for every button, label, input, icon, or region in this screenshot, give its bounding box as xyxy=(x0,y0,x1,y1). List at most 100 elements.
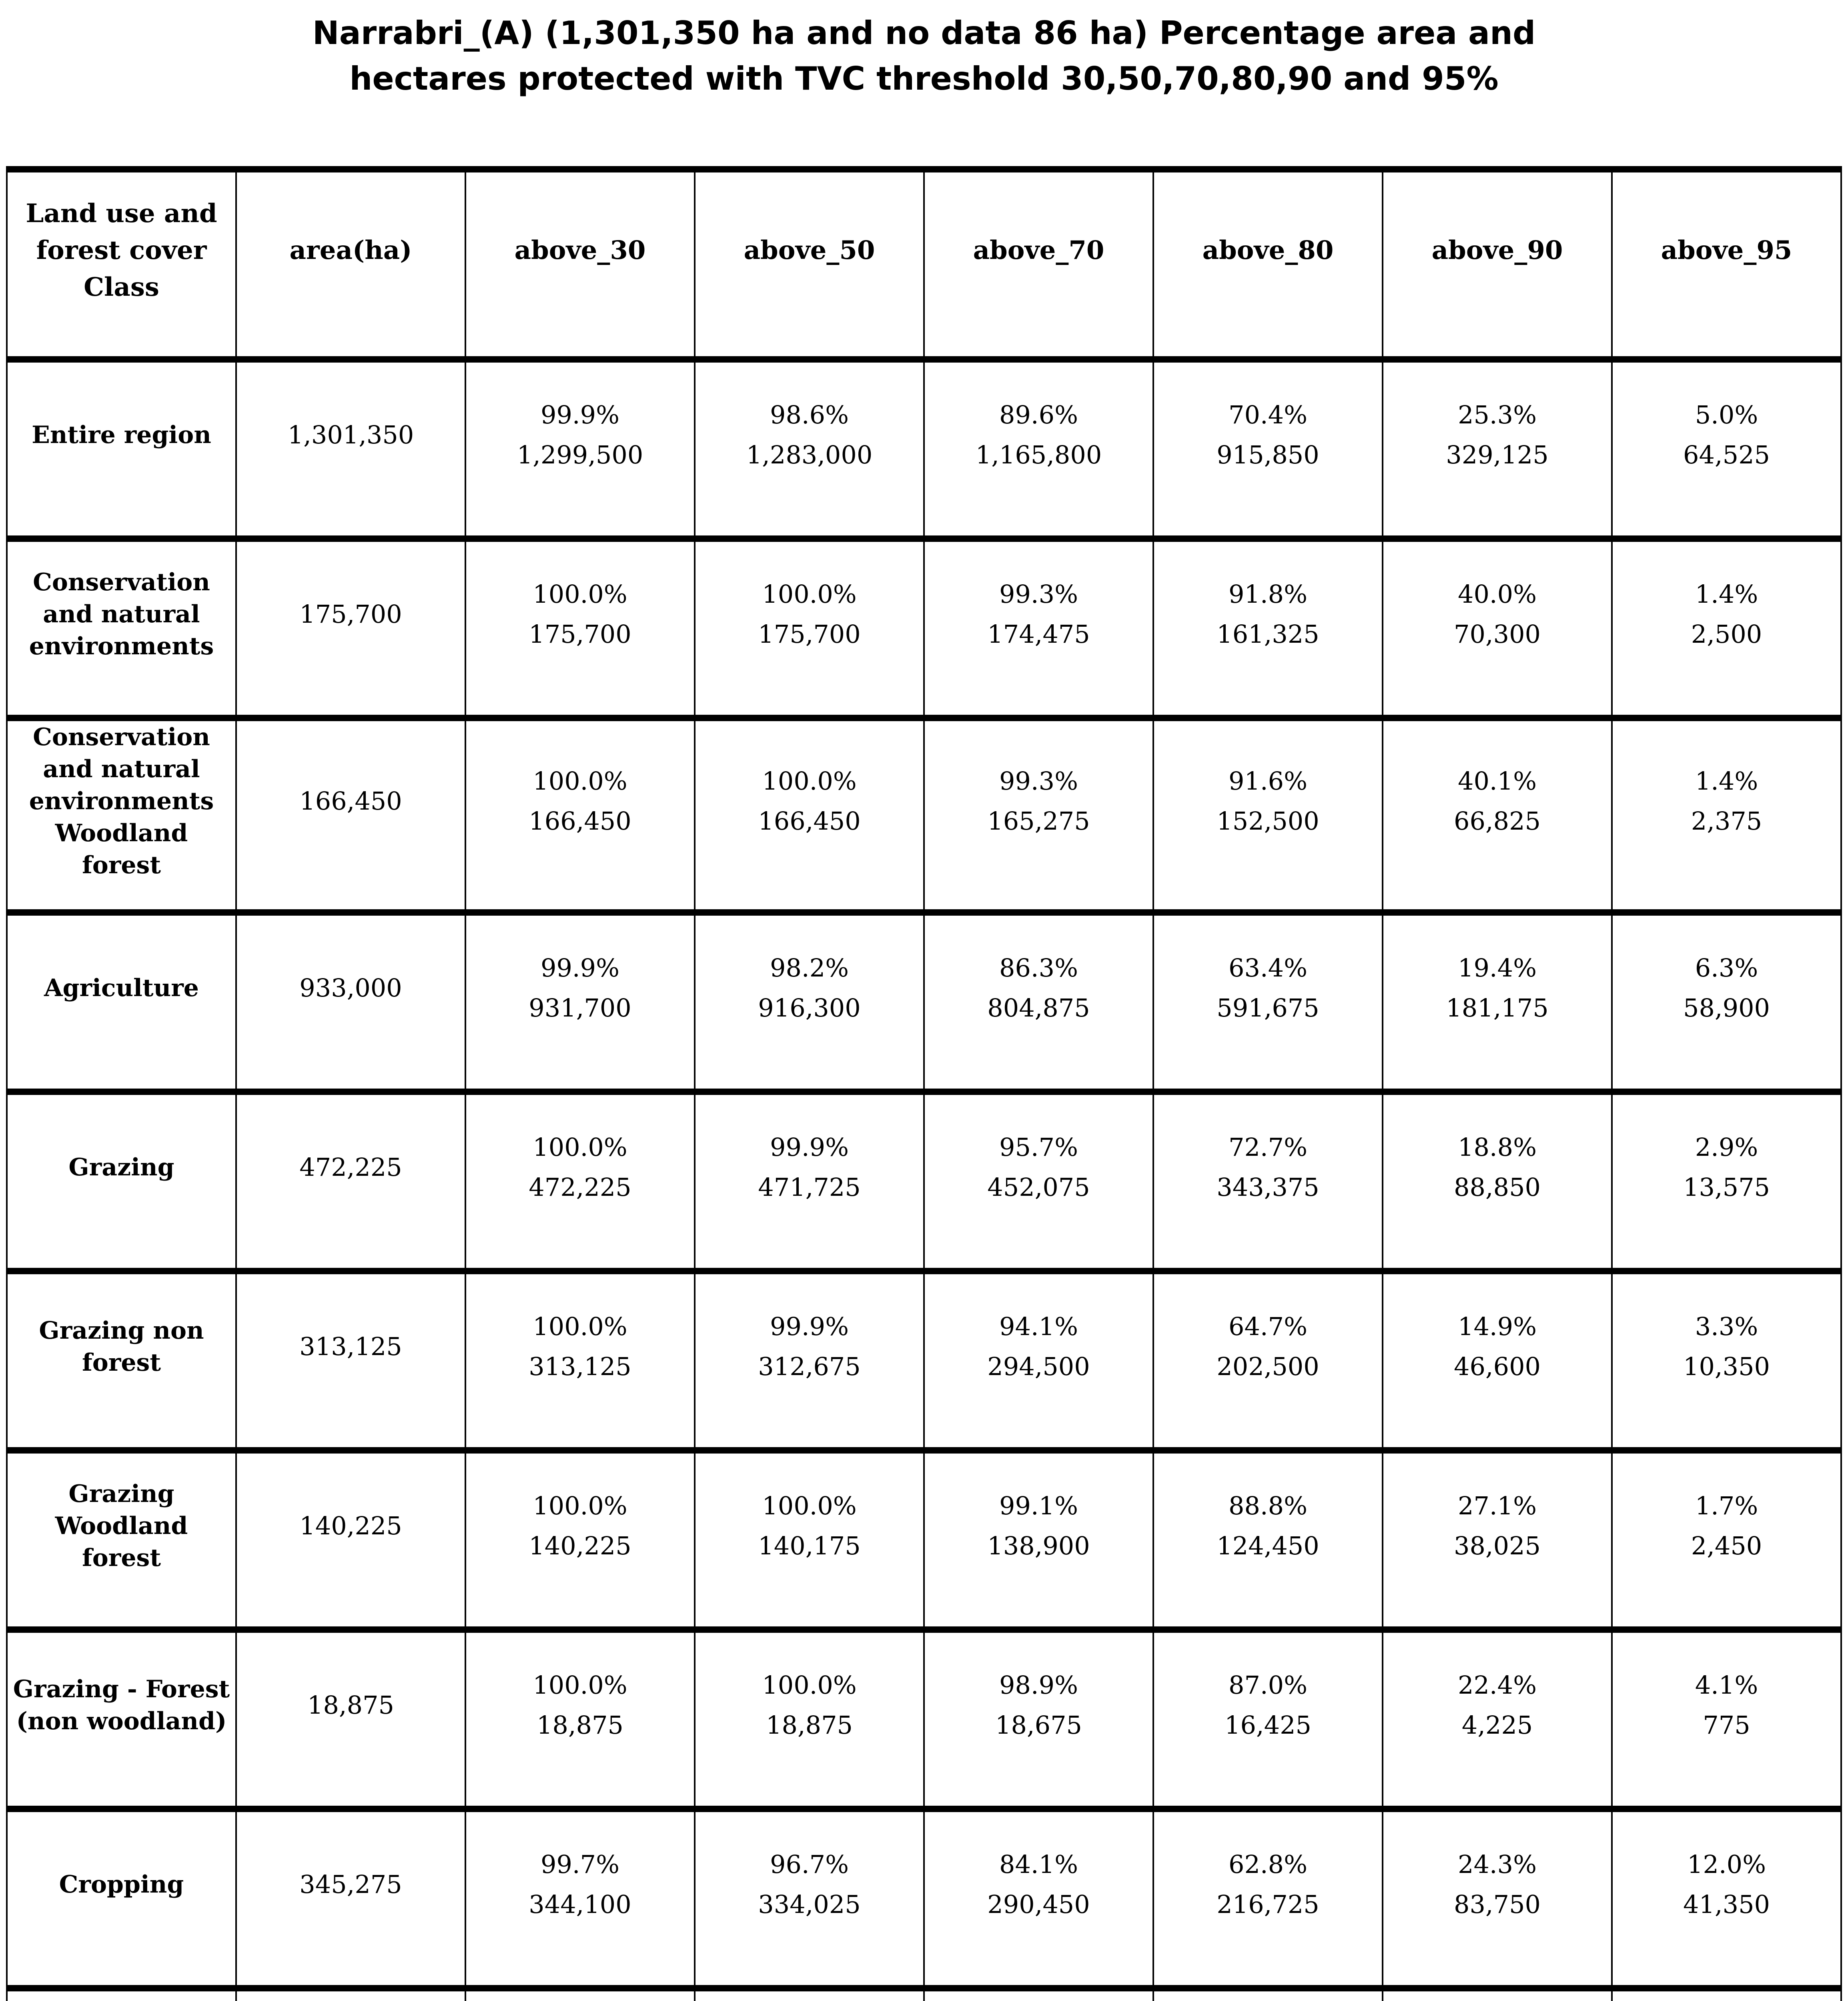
hectares-value: 294,500 xyxy=(987,1352,1090,1381)
hectares-value: 1,165,800 xyxy=(975,440,1102,469)
threshold-cell: 12.0% 41,350 xyxy=(1611,1806,1842,1991)
percent-value: 99.9% xyxy=(541,953,619,982)
area-cell: 345,275 xyxy=(235,1806,466,1991)
percent-value: 100.0% xyxy=(762,766,857,796)
percent-value: 72.7% xyxy=(1229,1133,1307,1162)
hectares-value: 804,875 xyxy=(987,993,1090,1023)
percent-value: 91.6% xyxy=(1229,766,1307,796)
page-title: Narrabri_(A) (1,301,350 ha and no data 8… xyxy=(0,10,1848,102)
table-row: Grazing - Forest (non woodland) 18,875 100… xyxy=(6,1626,1842,1812)
threshold-cell: 100.0% 166,450 xyxy=(694,715,925,916)
hectares-value: 166,450 xyxy=(529,806,631,836)
hectares-value: 152,500 xyxy=(1217,806,1319,836)
threshold-cell: 88.8% 124,450 xyxy=(1152,1447,1383,1633)
threshold-cell: 99.9% 471,725 xyxy=(694,1089,925,1274)
table-row: Irrigation115,47599.9%115,35095.7%110,52… xyxy=(6,1985,1842,2001)
percent-value: 100.0% xyxy=(762,1491,857,1520)
column-header: above_80 xyxy=(1152,166,1383,363)
threshold-cell: 3.3% 10,350 xyxy=(1611,1268,1842,1454)
table-row: Grazing 472,225 100.0% 472,225 99.9% 471,725 9… xyxy=(6,1089,1842,1274)
hectares-value: 2,375 xyxy=(1691,806,1762,836)
hectares-value: 202,500 xyxy=(1217,1352,1319,1381)
area-cell: 140,225 xyxy=(235,1447,466,1633)
percent-value: 100.0% xyxy=(533,766,627,796)
threshold-cell: 99.3% 174,475 xyxy=(923,535,1154,721)
percent-value: 18.8% xyxy=(1458,1133,1537,1162)
threshold-cell: 98.6% 1,283,000 xyxy=(694,356,925,542)
row-label: Grazing non forest xyxy=(6,1268,237,1454)
percent-value: 12.0% xyxy=(1687,1850,1766,1879)
threshold-cell: 100.0% 313,125 xyxy=(465,1268,696,1454)
hectares-value: 58,900 xyxy=(1683,993,1770,1023)
threshold-cell: 100.0% 472,225 xyxy=(465,1089,696,1274)
hectares-value: 124,450 xyxy=(1217,1531,1319,1560)
hectares-value: 931,700 xyxy=(529,993,631,1023)
percent-value: 63.4% xyxy=(1229,953,1307,982)
row-label: Grazing Woodland forest xyxy=(6,1447,237,1633)
row-label: Grazing - Forest (non woodland) xyxy=(6,1626,237,1812)
threshold-cell: 100.0% 175,700 xyxy=(465,535,696,721)
hectares-value: 13,575 xyxy=(1683,1173,1770,1202)
threshold-cell: 64.7% 202,500 xyxy=(1152,1268,1383,1454)
hectares-value: 591,675 xyxy=(1217,993,1319,1023)
threshold-cell: 84.1% 290,450 xyxy=(923,1806,1154,1991)
data-table: Land use and forest cover Class area(ha) a… xyxy=(6,166,1842,2001)
table-body: Entire region 1,301,350 99.9% 1,299,500 98.6… xyxy=(6,356,1842,2001)
threshold-cell: 5.0% 64,525 xyxy=(1611,356,1842,542)
threshold-cell: 1.7% 2,450 xyxy=(1611,1447,1842,1633)
hectares-value: 1,299,500 xyxy=(517,440,643,469)
threshold-cell: 6.3% 58,900 xyxy=(1611,909,1842,1095)
row-label: Agriculture xyxy=(6,909,237,1095)
threshold-cell: 1.4% 2,375 xyxy=(1611,715,1842,916)
row-label: Conservation and natural environments xyxy=(6,535,237,721)
threshold-cell: 91.6% 152,500 xyxy=(1152,715,1383,916)
percent-value: 99.3% xyxy=(999,766,1078,796)
percent-value: 99.3% xyxy=(999,579,1078,609)
threshold-cell: 98.9% 18,675 xyxy=(923,1626,1154,1812)
threshold-cell: 86.3% 804,875 xyxy=(923,909,1154,1095)
percent-value: 2.9% xyxy=(1695,1133,1758,1162)
hectares-value: 2,500 xyxy=(1691,620,1762,649)
hectares-value: 165,275 xyxy=(987,806,1090,836)
column-header: above_95 xyxy=(1611,166,1842,363)
page-title-line1: Narrabri_(A) (1,301,350 ha and no data 8… xyxy=(312,14,1536,52)
threshold-cell: 40.0% 70,300 xyxy=(1382,535,1613,721)
area-cell: 175,700 xyxy=(235,535,466,721)
hectares-value: 915,850 xyxy=(1217,440,1319,469)
percent-value: 70.4% xyxy=(1229,400,1307,429)
percent-value: 100.0% xyxy=(533,1133,627,1162)
threshold-cell: 99.9%115,350 xyxy=(465,1985,696,2001)
hectares-value: 64,525 xyxy=(1683,440,1770,469)
percent-value: 89.6% xyxy=(999,400,1078,429)
hectares-value: 329,125 xyxy=(1446,440,1549,469)
hectares-value: 471,725 xyxy=(758,1173,861,1202)
hectares-value: 83,750 xyxy=(1454,1890,1541,1919)
percent-value: 86.3% xyxy=(999,953,1078,982)
hectares-value: 46,600 xyxy=(1454,1352,1541,1381)
percent-value: 14.9% xyxy=(1458,1312,1537,1341)
percent-value: 100.0% xyxy=(533,1670,627,1700)
threshold-cell: 3.4%3,950 xyxy=(1611,1985,1842,2001)
hectares-value: 175,700 xyxy=(529,620,631,649)
threshold-cell: 18.8% 88,850 xyxy=(1382,1089,1613,1274)
area-cell: 115,475 xyxy=(235,1985,466,2001)
threshold-cell: 100.0% 140,225 xyxy=(465,1447,696,1633)
percent-value: 100.0% xyxy=(533,579,627,609)
percent-value: 19.4% xyxy=(1458,953,1537,982)
column-header: above_30 xyxy=(465,166,696,363)
percent-value: 4.1% xyxy=(1695,1670,1758,1700)
area-cell: 933,000 xyxy=(235,909,466,1095)
hectares-value: 70,300 xyxy=(1454,620,1541,649)
percent-value: 100.0% xyxy=(533,1312,627,1341)
hectares-value: 175,700 xyxy=(758,620,861,649)
row-label: Grazing xyxy=(6,1089,237,1274)
percent-value: 99.7% xyxy=(541,1850,619,1879)
threshold-cell: 27.1% 38,025 xyxy=(1382,1447,1613,1633)
percent-value: 99.9% xyxy=(770,1133,849,1162)
table-row: Grazing non forest 313,125 100.0% 313,125 99… xyxy=(6,1268,1842,1454)
hectares-value: 344,100 xyxy=(529,1890,631,1919)
hectares-value: 290,450 xyxy=(987,1890,1090,1919)
threshold-cell: 25.3% 329,125 xyxy=(1382,356,1613,542)
hectares-value: 88,850 xyxy=(1454,1173,1541,1202)
